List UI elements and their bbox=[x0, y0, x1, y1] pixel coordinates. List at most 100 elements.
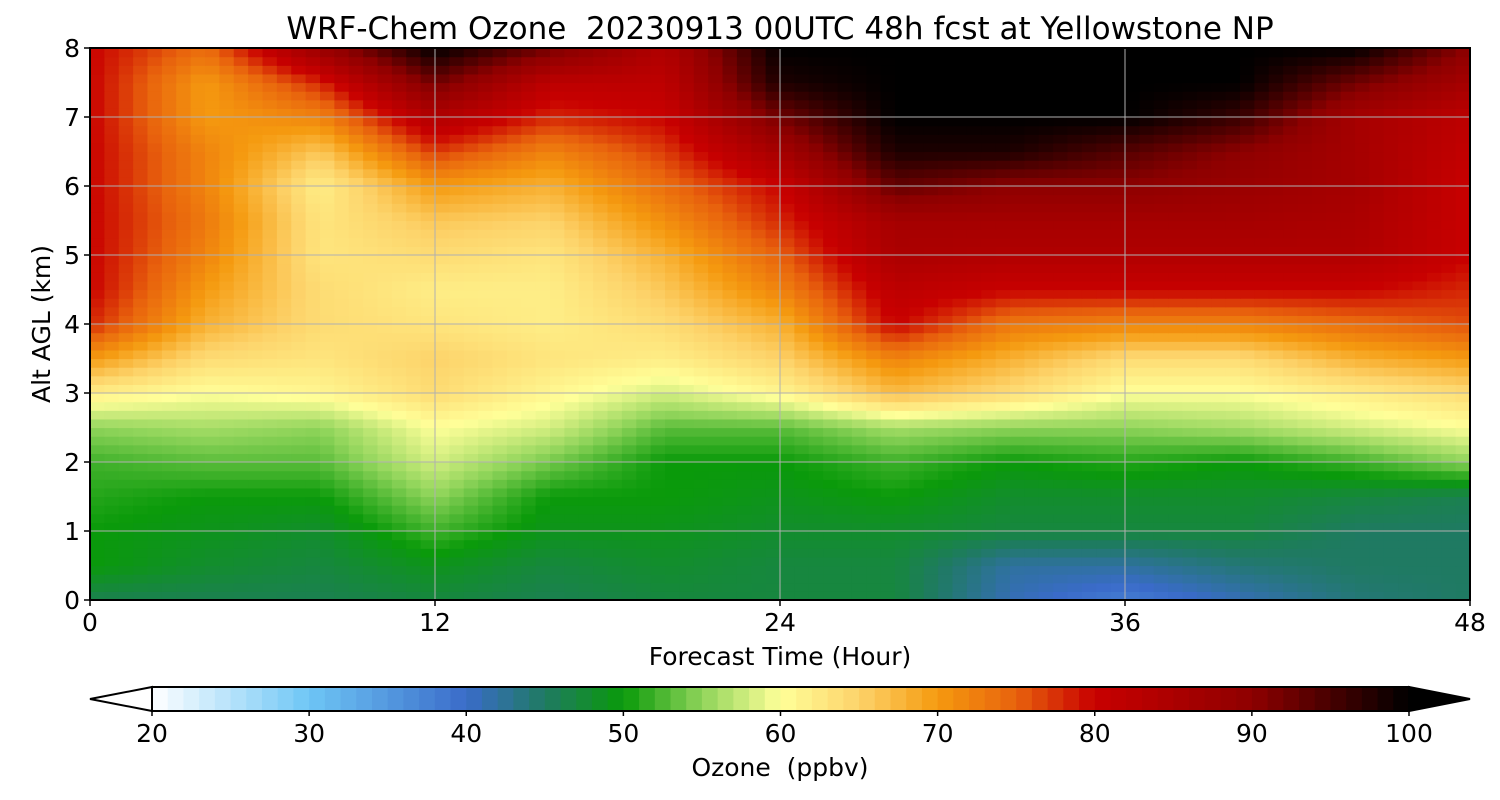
heatmap-cell bbox=[1225, 427, 1241, 437]
heatmap-cell bbox=[161, 436, 177, 446]
heatmap-cell bbox=[1355, 220, 1370, 230]
heatmap-cell bbox=[1355, 444, 1370, 454]
heatmap-cell bbox=[722, 418, 738, 429]
heatmap-cell bbox=[736, 324, 752, 334]
heatmap-cell bbox=[895, 427, 910, 437]
heatmap-cell bbox=[1139, 341, 1155, 351]
heatmap-cell bbox=[564, 453, 580, 463]
heatmap-cell bbox=[348, 315, 364, 325]
heatmap-cell bbox=[665, 332, 680, 342]
heatmap-cell bbox=[1196, 591, 1212, 601]
heatmap-cell bbox=[291, 177, 307, 187]
heatmap-cell bbox=[1283, 220, 1299, 230]
heatmap-cell bbox=[621, 531, 637, 541]
heatmap-cell bbox=[190, 177, 206, 187]
heatmap-cell bbox=[1196, 341, 1212, 351]
heatmap-cell bbox=[506, 393, 522, 403]
heatmap-cell bbox=[593, 194, 609, 204]
heatmap-cell bbox=[866, 358, 882, 368]
heatmap-cell bbox=[895, 211, 910, 222]
heatmap-cell bbox=[621, 367, 637, 377]
heatmap-cell bbox=[808, 280, 824, 291]
heatmap-cell bbox=[334, 289, 350, 299]
heatmap-cell bbox=[1283, 556, 1299, 567]
heatmap-cell bbox=[118, 349, 134, 360]
heatmap-cell bbox=[363, 462, 379, 472]
heatmap-cell bbox=[449, 513, 465, 523]
heatmap-cell bbox=[147, 246, 163, 256]
heatmap-cell bbox=[794, 315, 810, 325]
heatmap-cell bbox=[866, 479, 882, 489]
heatmap-cell bbox=[1096, 444, 1112, 454]
heatmap-cell bbox=[363, 384, 379, 394]
heatmap-cell bbox=[377, 229, 393, 239]
heatmap-cell bbox=[478, 160, 494, 170]
heatmap-cell bbox=[305, 436, 321, 446]
heatmap-cell bbox=[291, 548, 307, 558]
heatmap-cell bbox=[1024, 591, 1040, 601]
heatmap-cell bbox=[736, 496, 752, 506]
heatmap-cell bbox=[880, 160, 896, 170]
heatmap-cell bbox=[348, 539, 364, 549]
heatmap-cell bbox=[751, 513, 767, 523]
heatmap-cell bbox=[794, 487, 810, 498]
heatmap-cell bbox=[506, 255, 522, 265]
heatmap-cell bbox=[420, 436, 436, 446]
heatmap-cell bbox=[650, 168, 666, 178]
heatmap-cell bbox=[420, 229, 436, 239]
heatmap-cell bbox=[837, 453, 853, 463]
heatmap-cell bbox=[794, 496, 810, 506]
heatmap-cell bbox=[1369, 436, 1385, 446]
heatmap-cell bbox=[90, 539, 105, 549]
heatmap-cell bbox=[966, 427, 982, 437]
heatmap-cell bbox=[895, 548, 910, 558]
heatmap-cell bbox=[104, 237, 120, 247]
heatmap-cell bbox=[118, 272, 134, 282]
heatmap-cell bbox=[118, 574, 134, 584]
heatmap-cell bbox=[823, 237, 839, 247]
heatmap-cell bbox=[808, 289, 824, 299]
heatmap-cell bbox=[1211, 487, 1227, 498]
heatmap-cell bbox=[837, 349, 853, 360]
heatmap-cell bbox=[190, 160, 206, 170]
heatmap-cell bbox=[320, 470, 335, 480]
heatmap-cell bbox=[1355, 384, 1370, 394]
heatmap-cell bbox=[133, 531, 149, 541]
heatmap-cell bbox=[693, 556, 709, 567]
heatmap-cell bbox=[1038, 470, 1054, 480]
heatmap-cell bbox=[291, 418, 307, 429]
heatmap-cell bbox=[205, 220, 220, 230]
heatmap-cell bbox=[1053, 177, 1069, 187]
heatmap-cell bbox=[693, 186, 709, 196]
heatmap-cell bbox=[665, 401, 680, 411]
heatmap-cell bbox=[923, 367, 939, 377]
heatmap-cell bbox=[736, 211, 752, 222]
heatmap-cell bbox=[578, 531, 594, 541]
heatmap-cell bbox=[104, 522, 120, 532]
heatmap-cell bbox=[679, 263, 695, 273]
heatmap-cell bbox=[1196, 539, 1212, 549]
heatmap-cell bbox=[161, 306, 177, 316]
heatmap-cell bbox=[1053, 444, 1069, 454]
heatmap-cell bbox=[1153, 556, 1169, 567]
heatmap-cell bbox=[449, 186, 465, 196]
heatmap-cell bbox=[1355, 401, 1370, 411]
heatmap-cell bbox=[190, 280, 206, 291]
heatmap-cell bbox=[1110, 556, 1126, 567]
heatmap-cell bbox=[1096, 349, 1112, 360]
heatmap-cell bbox=[923, 470, 939, 480]
heatmap-cell bbox=[147, 263, 163, 273]
heatmap-cell bbox=[1426, 418, 1442, 429]
heatmap-cell bbox=[1168, 160, 1184, 170]
heatmap-cell bbox=[521, 496, 537, 506]
heatmap-cell bbox=[1398, 556, 1414, 567]
heatmap-cell bbox=[161, 263, 177, 273]
heatmap-cell bbox=[751, 255, 767, 265]
heatmap-cell bbox=[1168, 418, 1184, 429]
heatmap-cell bbox=[1369, 349, 1385, 360]
heatmap-cell bbox=[1340, 582, 1356, 592]
heatmap-cell bbox=[1283, 237, 1299, 247]
heatmap-cell bbox=[219, 151, 235, 161]
heatmap-cell bbox=[161, 341, 177, 351]
heatmap-cell bbox=[233, 496, 249, 506]
